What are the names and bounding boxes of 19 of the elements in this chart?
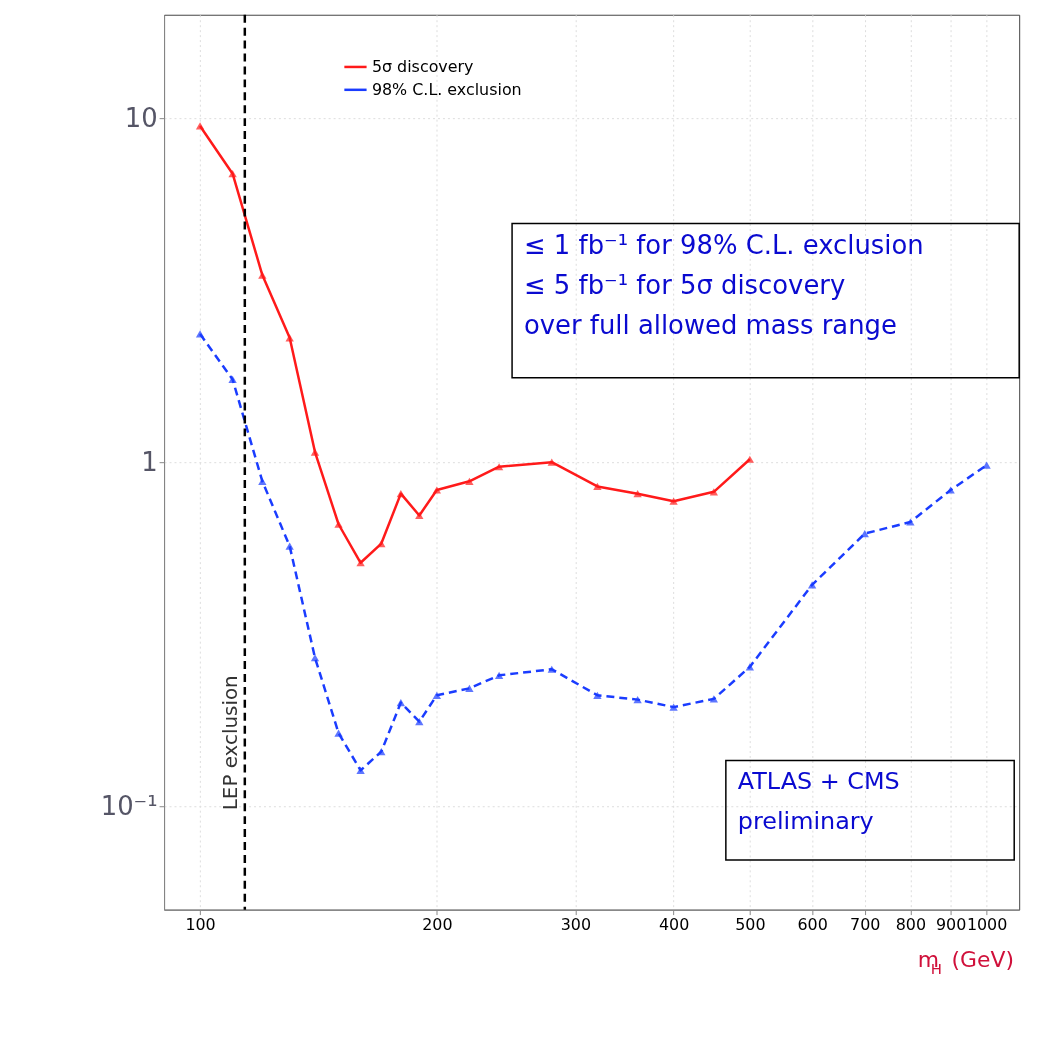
x-tick-label: 900 [935,915,967,935]
x-tick-label: 600 [797,915,828,935]
x-tick-label: 800 [895,915,927,935]
legend-label: 98% C.L. exclusion [371,79,522,99]
x-tick-label: 400 [658,915,690,935]
legend-label: 5σ discovery [371,56,474,76]
annotation: ≤ 1 fb⁻¹ for 98% C.L. exclusion ≤ 5 fb⁻¹ for 5σ discovery over full allowed mass range [524,230,924,340]
annotation: ATLAS + CMS preliminary [737,767,900,836]
y-tick-label: 1 [141,446,158,477]
y-tick-label: 10 [124,102,158,133]
x-axis-title: mH (GeV) [917,947,1014,979]
x-tick-label: 500 [735,915,766,935]
x-tick-label: 300 [560,915,592,935]
x-tick-label: 1000 [966,915,1008,935]
x-tick-label: 700 [850,915,881,935]
ref-line-label: LEP exclusion [218,675,242,811]
x-tick-label: 200 [422,915,453,935]
x-tick-label: 100 [185,915,216,935]
y-tick-label: 10⁻¹ [100,790,158,821]
